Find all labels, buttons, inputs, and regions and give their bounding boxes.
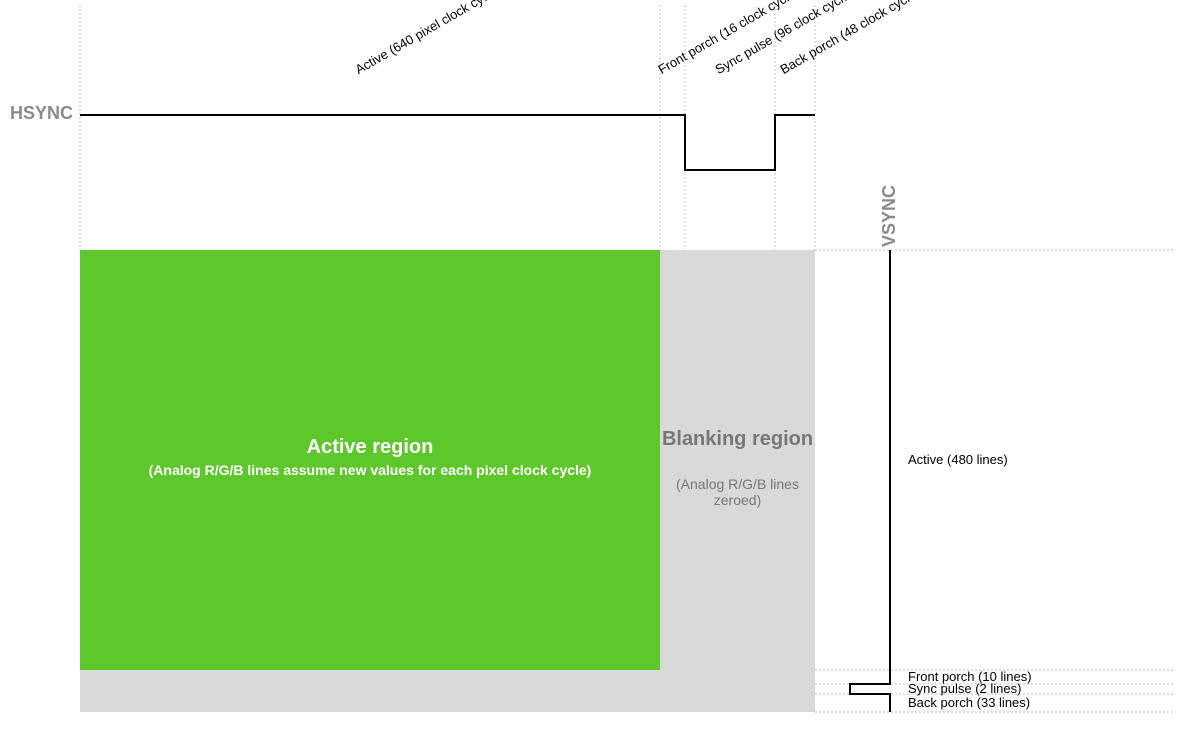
vsync-seg-active-label: Active (480 lines) xyxy=(908,452,1008,467)
vsync-waveform xyxy=(850,250,890,712)
timing-diagram xyxy=(0,0,1179,738)
vsync-label: VSYNC xyxy=(879,185,900,247)
blanking-region-right xyxy=(660,250,815,670)
blanking-region-subtitle: (Analog R/G/B lines zeroed) xyxy=(675,476,800,508)
active-region xyxy=(80,250,660,670)
active-region-title: Active region xyxy=(80,436,660,459)
blanking-region-title: Blanking region xyxy=(660,428,815,451)
vsync-seg-backporch-label: Back porch (33 lines) xyxy=(908,695,1030,710)
hsync-label: HSYNC xyxy=(10,103,73,124)
blanking-region-bottom xyxy=(80,670,815,712)
hsync-waveform xyxy=(80,115,815,170)
active-region-subtitle: (Analog R/G/B lines assume new values fo… xyxy=(80,462,660,478)
vsync-seg-syncpulse-label: Sync pulse (2 lines) xyxy=(908,681,1021,696)
